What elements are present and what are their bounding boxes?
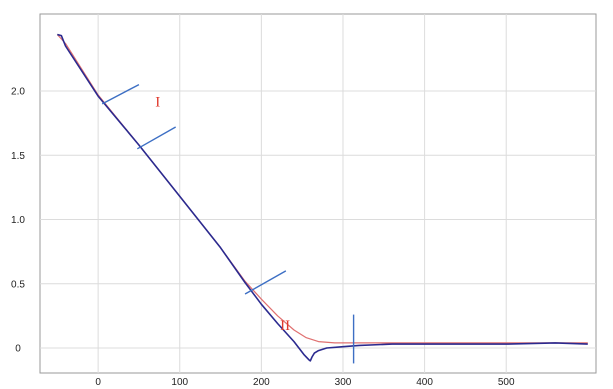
grid xyxy=(39,13,597,374)
plot-frame xyxy=(39,13,597,374)
region-label: I xyxy=(155,94,160,110)
x-tick-label: 300 xyxy=(335,377,352,388)
x-tick-label: 100 xyxy=(171,377,188,388)
series-line-2 xyxy=(56,34,588,344)
x-tick-label: 0 xyxy=(95,377,101,388)
series-group xyxy=(56,33,588,362)
x-tick-label: 400 xyxy=(416,377,433,388)
region-label: II xyxy=(280,318,290,334)
axis-tick-labels: 0 100 200 300 400 500 0 0.5 1.0 1.5 2.0 xyxy=(11,87,515,389)
y-tick-label: 2.0 xyxy=(11,87,25,98)
annotations-group: III xyxy=(155,94,290,334)
markers-group xyxy=(101,83,355,364)
marker-line xyxy=(136,126,177,150)
y-tick-label: 1.5 xyxy=(11,151,25,162)
marker-line xyxy=(244,270,287,295)
y-tick-label: 0 xyxy=(15,344,21,355)
x-tick-label: 500 xyxy=(498,377,515,388)
marker-line xyxy=(101,83,140,105)
y-tick-label: 1.0 xyxy=(11,215,25,226)
series-line-1 xyxy=(57,33,588,362)
y-tick-label: 0.5 xyxy=(11,279,25,290)
x-tick-label: 200 xyxy=(253,377,270,388)
